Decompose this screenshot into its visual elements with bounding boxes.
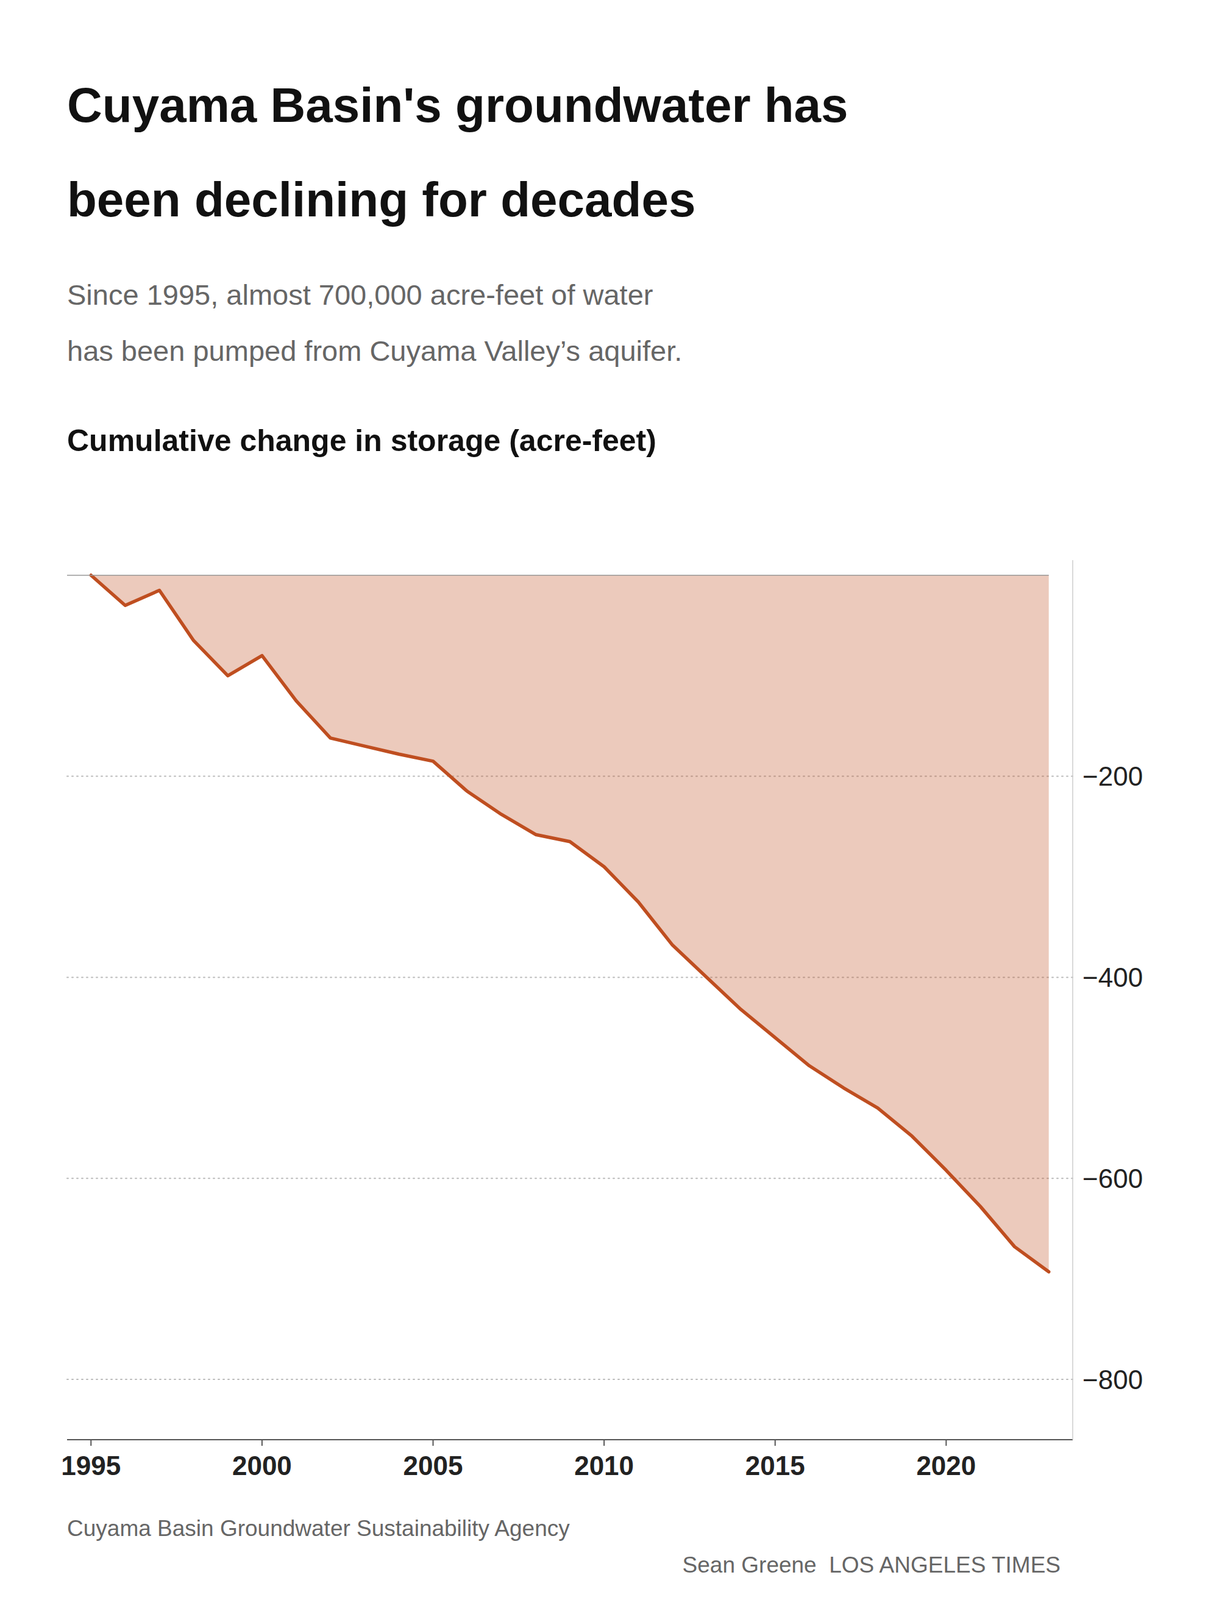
x-tick — [603, 1439, 605, 1446]
grid-line — [67, 1378, 1073, 1380]
x-tick — [774, 1439, 776, 1446]
plot-area — [90, 575, 1049, 1273]
x-tick — [90, 1439, 92, 1446]
x-tick — [261, 1439, 263, 1446]
grid-line — [67, 1177, 1073, 1179]
subtitle: has been pumped from Cuyama Valley’s aqu… — [67, 334, 683, 367]
subtitle: Since 1995, almost 700,000 acre-feet of … — [67, 278, 653, 311]
x-axis-line — [67, 1439, 1073, 1441]
y-tick-label: −200 — [1082, 761, 1143, 792]
x-tick — [945, 1439, 947, 1446]
y-axis-label: Cumulative change in storage (acre-feet) — [67, 423, 657, 458]
x-tick-label: 2000 — [232, 1450, 292, 1481]
y-axis-line — [1072, 560, 1074, 1440]
x-tick-label: 2005 — [403, 1450, 464, 1481]
title: been declining for decades — [67, 172, 696, 227]
zero-line — [67, 574, 1049, 576]
x-tick-label: 1995 — [60, 1450, 121, 1481]
chart-container: Cuyama Basin's groundwater has been decli… — [0, 0, 1219, 1600]
y-tick-label: −600 — [1082, 1163, 1143, 1194]
line — [90, 575, 1049, 1273]
title: Cuyama Basin's groundwater has — [67, 78, 849, 133]
x-tick-label: 2010 — [574, 1450, 634, 1481]
x-tick-label: 2015 — [745, 1450, 806, 1481]
source: Cuyama Basin Groundwater Sustainability … — [67, 1515, 570, 1541]
chart: Cuyama Basin's groundwater has been decli… — [0, 0, 1219, 1600]
credit: Sean Greene LOS ANGELES TIMES — [682, 1552, 1061, 1578]
x-tick — [432, 1439, 434, 1446]
area — [90, 575, 1049, 1273]
y-tick-label: −800 — [1082, 1364, 1143, 1395]
x-tick-label: 2020 — [916, 1450, 976, 1481]
y-tick-label: −400 — [1082, 962, 1143, 993]
